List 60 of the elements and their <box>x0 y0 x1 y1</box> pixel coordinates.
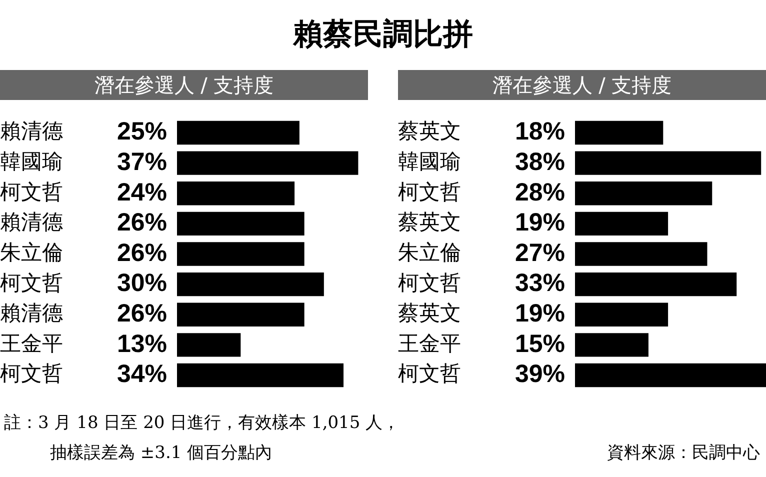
data-label: 13% <box>116 330 167 358</box>
bar <box>575 212 668 236</box>
data-label: 34% <box>116 360 167 388</box>
data-label: 26% <box>116 238 167 267</box>
bar <box>177 182 295 206</box>
y-tick-label: 賴清德 <box>0 301 63 326</box>
bar <box>575 242 708 266</box>
y-tick-label: 賴清德 <box>0 210 63 234</box>
data-label: 19% <box>514 208 565 237</box>
data-label: 39% <box>514 360 565 388</box>
y-tick-label: 柯文哲 <box>0 180 63 204</box>
data-label: 26% <box>116 208 167 237</box>
chart-title: 賴蔡民調比拼 <box>292 16 474 54</box>
bar <box>177 120 300 145</box>
bar <box>177 151 358 175</box>
y-tick-label: 王金平 <box>398 331 461 356</box>
bar <box>575 363 766 388</box>
data-label: 24% <box>116 178 167 206</box>
y-tick-label: 蔡英文 <box>398 119 461 144</box>
data-label: 33% <box>514 269 565 298</box>
y-tick-label: 蔡英文 <box>398 210 461 234</box>
y-tick-label: 韓國瑜 <box>0 150 63 174</box>
y-tick-label: 賴清德 <box>0 119 63 144</box>
bar <box>575 120 664 145</box>
y-tick-label: 朱立倫 <box>0 240 63 264</box>
data-label: 15% <box>514 330 565 358</box>
data-label: 25% <box>116 118 167 146</box>
data-label: 30% <box>116 269 167 298</box>
bar <box>177 272 324 296</box>
chart-subtitle: 潛在參選人 / 支持度 <box>0 70 368 100</box>
bar <box>575 333 648 357</box>
y-tick-label: 韓國瑜 <box>398 150 461 174</box>
bar <box>575 182 712 206</box>
source-note: 資料來源：民調中心 <box>607 442 760 465</box>
y-tick-label: 蔡英文 <box>398 301 461 326</box>
bar <box>177 363 344 388</box>
y-tick-label: 柯文哲 <box>398 270 461 295</box>
chart-subtitle: 潛在參選人 / 支持度 <box>398 70 766 100</box>
y-tick-label: 朱立倫 <box>398 240 461 264</box>
data-label: 19% <box>514 300 565 328</box>
y-tick-label: 柯文哲 <box>0 270 63 295</box>
text: 抽樣誤差為 ±3.1 個百分點內 <box>49 442 274 465</box>
y-tick-label: 柯文哲 <box>398 362 461 386</box>
data-label: 28% <box>514 178 565 206</box>
data-label: 18% <box>514 118 565 146</box>
y-tick-label: 王金平 <box>0 331 63 356</box>
y-tick-label: 柯文哲 <box>0 362 63 386</box>
bar <box>575 272 737 296</box>
bar <box>575 302 668 326</box>
data-label: 26% <box>116 300 167 328</box>
bar <box>177 242 304 266</box>
bar <box>575 151 762 175</box>
y-tick-label: 柯文哲 <box>398 180 461 204</box>
bar <box>177 212 304 236</box>
text: 註：3 月 18 日至 20 日進行，有效樣本 1,015 人， <box>4 412 400 435</box>
data-label: 38% <box>514 148 565 176</box>
bar <box>177 333 241 357</box>
bar <box>177 302 304 326</box>
data-label: 37% <box>116 148 167 176</box>
data-label: 27% <box>514 238 565 267</box>
